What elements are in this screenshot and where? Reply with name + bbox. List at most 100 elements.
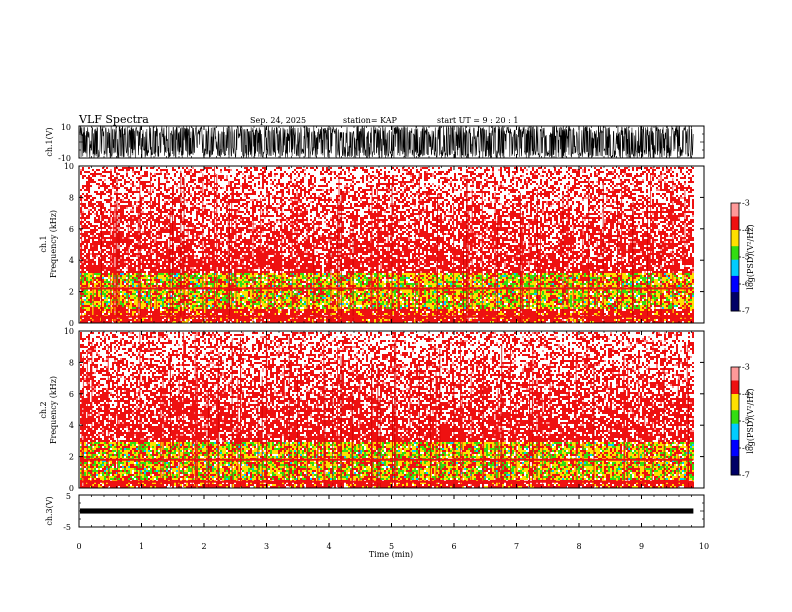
spectrogram-cell	[120, 199, 122, 201]
spectrogram-cell	[90, 199, 92, 201]
spectrogram-cell	[96, 307, 98, 309]
spectrogram-cell	[98, 293, 100, 295]
spectrogram-cell	[84, 279, 86, 281]
spectrogram-cell	[102, 219, 104, 221]
spectrogram-cell	[88, 313, 90, 315]
spectrogram-cell	[120, 299, 122, 301]
spectrogram-cell	[132, 249, 134, 251]
spectrogram-cell	[104, 227, 106, 229]
spectrogram-cell	[90, 261, 92, 263]
spectrogram-cell	[120, 237, 122, 239]
spectrogram-cell	[130, 187, 132, 189]
spectrogram-cell	[90, 283, 92, 285]
spectrogram-cell	[96, 219, 98, 221]
spectrogram-cell	[130, 271, 132, 273]
spectrogram-cell	[122, 313, 124, 315]
spectrogram-cell	[126, 195, 128, 197]
spectrogram-cell	[92, 231, 94, 233]
spectrogram-cell	[134, 249, 136, 251]
spectrogram-cell	[120, 257, 122, 259]
spectrogram-cell	[120, 169, 122, 171]
spectrogram-cell	[108, 247, 110, 249]
spectrogram-cell	[84, 217, 86, 219]
spectrogram-cell	[96, 299, 98, 301]
spectrogram-cell	[104, 261, 106, 263]
spectrogram-cell	[122, 295, 124, 297]
spectrogram-cell	[126, 167, 128, 169]
spectrogram-cell	[102, 235, 104, 237]
spectrogram-cell	[98, 291, 100, 293]
spectrogram-cell	[132, 169, 134, 171]
spectrogram-cell	[84, 291, 86, 293]
spectrogram-cell	[130, 179, 132, 181]
spectrogram-cell	[88, 283, 90, 285]
spectrogram-cell	[90, 245, 92, 247]
spectrogram-cell	[132, 297, 134, 299]
spectrogram-cell	[88, 167, 90, 169]
spectrogram-cell	[126, 293, 128, 295]
spectrogram-cell	[122, 275, 124, 277]
spectrogram-cell	[82, 167, 84, 169]
spectrogram-cell	[90, 205, 92, 207]
spectrogram-cell	[96, 193, 98, 195]
spectrogram-cell	[124, 265, 126, 267]
spectrogram-cell	[120, 279, 122, 281]
spectrogram-cell	[120, 301, 122, 303]
spectrogram-cell	[90, 179, 92, 181]
spectrogram-cell	[120, 295, 122, 297]
spectrogram-cell	[132, 307, 134, 309]
spectrogram-cell	[124, 193, 126, 195]
spectrogram-cell	[90, 201, 92, 203]
spectrogram-cell	[98, 215, 100, 217]
spectrogram-cell	[84, 245, 86, 247]
spectrogram-cell	[126, 225, 128, 227]
spectrogram-cell	[94, 269, 96, 271]
spectrogram-cell	[88, 319, 90, 321]
spectrogram-cell	[126, 169, 128, 171]
spectrogram-cell	[130, 211, 132, 213]
spectrogram-cell	[102, 305, 104, 307]
spectrogram-cell	[106, 223, 108, 225]
spectrogram-cell	[110, 175, 112, 177]
spectrogram-cell	[82, 273, 84, 275]
spectrogram-cell	[98, 201, 100, 203]
spectrogram-cell	[124, 259, 126, 261]
spectrogram-cell	[130, 307, 132, 309]
spectrogram-cell	[84, 307, 86, 309]
spectrogram-cell	[102, 249, 104, 251]
spectrogram-cell	[102, 281, 104, 283]
spectrogram-cell	[84, 305, 86, 307]
spectrogram-cell	[106, 231, 108, 233]
spectrogram-cell	[118, 197, 120, 199]
spectrogram-cell	[124, 279, 126, 281]
spectrogram-cell	[100, 201, 102, 203]
spectrogram-cell	[86, 171, 88, 173]
spectrogram-cell	[96, 311, 98, 313]
spectrogram-cell	[84, 313, 86, 315]
spectrogram-cell	[90, 209, 92, 211]
spectrogram-cell	[130, 195, 132, 197]
spectrogram-cell	[132, 235, 134, 237]
spectrogram-cell	[110, 179, 112, 181]
spectrogram-cell	[102, 171, 104, 173]
spectrogram-cell	[126, 257, 128, 259]
spectrogram-cell	[124, 179, 126, 181]
spectrogram-cell	[114, 179, 116, 181]
spectrogram-cell	[120, 193, 122, 195]
spectrogram-cell	[102, 311, 104, 313]
spectrogram-cell	[114, 171, 116, 173]
spectrogram-cell	[132, 229, 134, 231]
spectrogram-cell	[88, 239, 90, 241]
spectrogram-cell	[86, 301, 88, 303]
spectrogram-cell	[86, 183, 88, 185]
spectrogram-cell	[104, 183, 106, 185]
spectrogram-cell	[120, 209, 122, 211]
spectrogram-cell	[132, 293, 134, 295]
spectrogram-cell	[130, 275, 132, 277]
spectrogram-cell	[106, 245, 108, 247]
spectrogram-cell	[122, 205, 124, 207]
spectrogram-cell	[108, 301, 110, 303]
spectrogram-cell	[128, 203, 130, 205]
spectrogram-cell	[124, 291, 126, 293]
spectrogram-cell	[104, 279, 106, 281]
